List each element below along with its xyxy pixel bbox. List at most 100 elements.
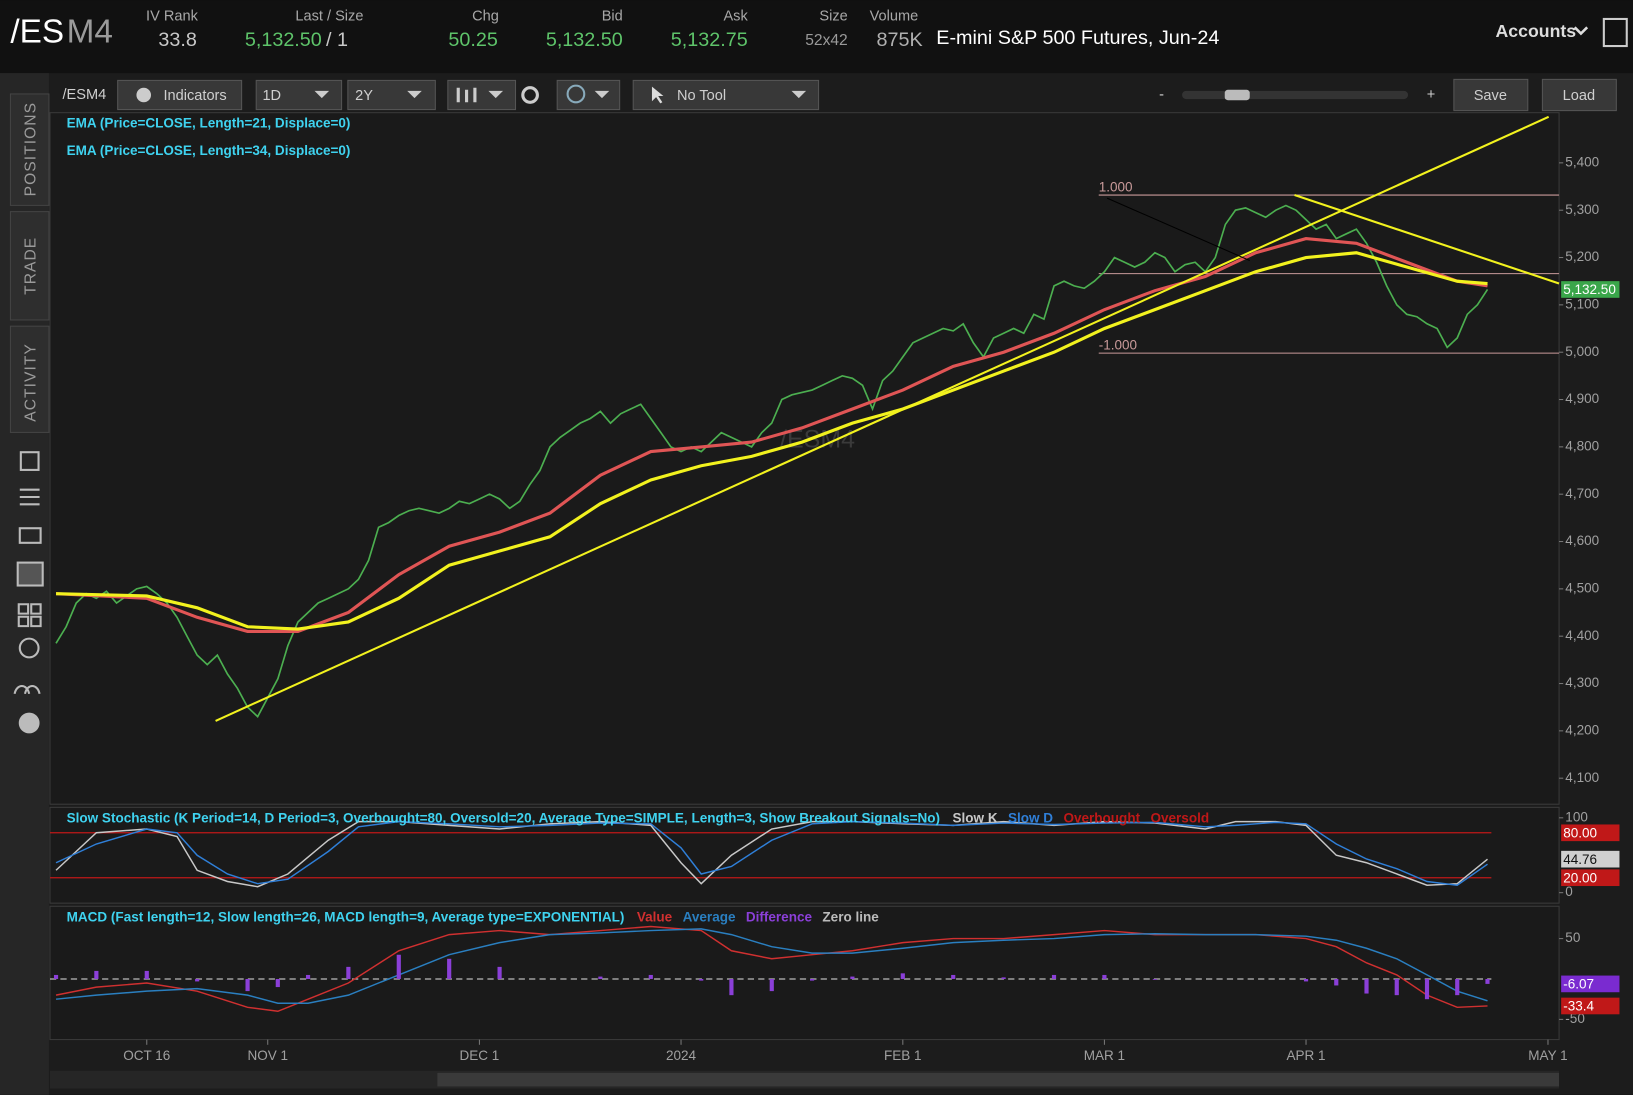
caret (488, 90, 504, 99)
y-tick-label: 4,200 (1565, 722, 1599, 737)
scroll-thumb[interactable] (437, 1072, 1560, 1087)
chevron-icon (1573, 26, 1589, 36)
save-button[interactable] (1453, 78, 1529, 112)
button-label[interactable]: Load (1563, 88, 1595, 104)
histogram-bar (346, 966, 351, 979)
icon[interactable] (18, 712, 40, 734)
legend-item: EMA (Price=CLOSE, Length=34, Displace=0) (67, 143, 351, 158)
histogram-bar (1394, 978, 1399, 996)
trendline (1294, 193, 1560, 285)
caret (314, 90, 330, 99)
legend-item: Zero line (822, 909, 879, 924)
aggregation-select[interactable] (255, 79, 343, 111)
histogram-bar (497, 966, 502, 979)
value-readout (1561, 997, 1620, 1015)
side-tab[interactable] (9, 211, 50, 321)
y-tick-label: 4,500 (1565, 580, 1599, 595)
x-tick-label: 2024 (666, 1048, 697, 1063)
icon[interactable] (19, 451, 40, 471)
field-value: 5,132.50 (245, 29, 322, 51)
y-tick-label: 50 (1565, 930, 1580, 945)
histogram-bar (729, 978, 734, 996)
load-button[interactable] (1541, 78, 1617, 112)
y-tick-label: 0 (1565, 884, 1573, 899)
price-panel (49, 112, 1560, 805)
value-readout-label: -33.4 (1563, 999, 1594, 1014)
drawing-line (1106, 197, 1250, 262)
select-label[interactable]: 1D (262, 88, 281, 104)
value-readout-label: 44.76 (1563, 852, 1597, 867)
panel-title: MACD (Fast length=12, Slow length=26, MA… (67, 909, 625, 924)
value-readout-label: 80.00 (1563, 825, 1597, 840)
histogram-bar (1102, 974, 1107, 979)
y-tick-label: -50 (1565, 1011, 1585, 1026)
histogram-bar (94, 970, 99, 979)
macd-panel (49, 905, 1560, 1041)
side-tab-label[interactable]: ACTIVITY (22, 343, 39, 422)
icon[interactable] (13, 684, 41, 695)
legend-item: Slow D (1008, 810, 1053, 825)
side-tab[interactable] (9, 93, 50, 206)
histogram-bar (1051, 974, 1057, 979)
series-line (55, 925, 1488, 1013)
caret (407, 90, 422, 99)
field-label: Chg (472, 9, 499, 25)
panel-icon[interactable] (1602, 17, 1628, 48)
x-tick-label: FEB 1 (884, 1048, 922, 1063)
icon[interactable] (18, 637, 40, 659)
select-label[interactable]: 2Y (355, 88, 373, 104)
histogram-bar (648, 974, 653, 979)
button-label[interactable]: Indicators (164, 88, 227, 104)
icon (456, 87, 477, 103)
side-tab-label[interactable]: POSITIONS (22, 102, 39, 196)
panel-title: Slow Stochastic (K Period=14, D Period=3… (67, 810, 940, 825)
accounts-menu[interactable]: Accounts (1496, 21, 1577, 41)
histogram-bar (1424, 978, 1430, 1000)
y-tick-label: 100 (1565, 809, 1588, 824)
description: E-mini S&P 500 Futures, Jun-24 (936, 27, 1219, 49)
zoom-out[interactable]: - (1159, 87, 1164, 103)
y-tick-label: 5,300 (1565, 202, 1599, 217)
histogram-bar (769, 978, 774, 992)
zoom-slider[interactable] (1182, 90, 1409, 100)
value-readout (1561, 824, 1620, 842)
histogram-bar (305, 974, 311, 979)
histogram-bar (1303, 978, 1309, 982)
side-tab[interactable] (9, 325, 50, 433)
histogram-bar (245, 978, 250, 992)
series-line (55, 237, 1488, 634)
x-tick-label: APR 1 (1287, 1048, 1326, 1063)
toolbar-symbol: /ESM4 (62, 87, 106, 103)
y-tick-label: 5,100 (1565, 296, 1599, 311)
range-select[interactable] (347, 79, 436, 111)
settings-icon[interactable] (521, 86, 539, 104)
legend-item: EMA (Price=CLOSE, Length=21, Displace=0) (67, 116, 351, 131)
x-tick-label: MAY 1 (1528, 1048, 1567, 1063)
x-tick-label: NOV 1 (247, 1048, 288, 1063)
legend-item: Value (637, 909, 673, 924)
value-readout-label: 5,132.50 (1563, 282, 1616, 297)
histogram-bar (447, 958, 452, 979)
icon[interactable] (19, 488, 40, 506)
icon[interactable] (17, 603, 42, 628)
select-label[interactable]: No Tool (677, 88, 726, 104)
histogram-bar (1455, 978, 1460, 996)
zoom-thumb[interactable] (1224, 89, 1250, 101)
zoom-in[interactable]: + (1427, 87, 1436, 103)
y-tick-label: 4,100 (1565, 770, 1599, 785)
legend-item: Overbought (1063, 810, 1140, 825)
drawing-button[interactable] (556, 79, 621, 111)
side-tab-label[interactable]: TRADE (22, 237, 39, 295)
caret (594, 90, 610, 99)
icon[interactable] (18, 527, 42, 544)
fib-label: 1.000 (1099, 179, 1133, 194)
icon[interactable] (16, 561, 44, 587)
y-tick-label: 4,900 (1565, 391, 1599, 406)
tool-select[interactable] (632, 79, 820, 111)
button-label[interactable]: Save (1474, 88, 1507, 104)
sidebar-icons (13, 451, 44, 734)
histogram-bar (53, 974, 59, 979)
trendline (215, 115, 1550, 722)
